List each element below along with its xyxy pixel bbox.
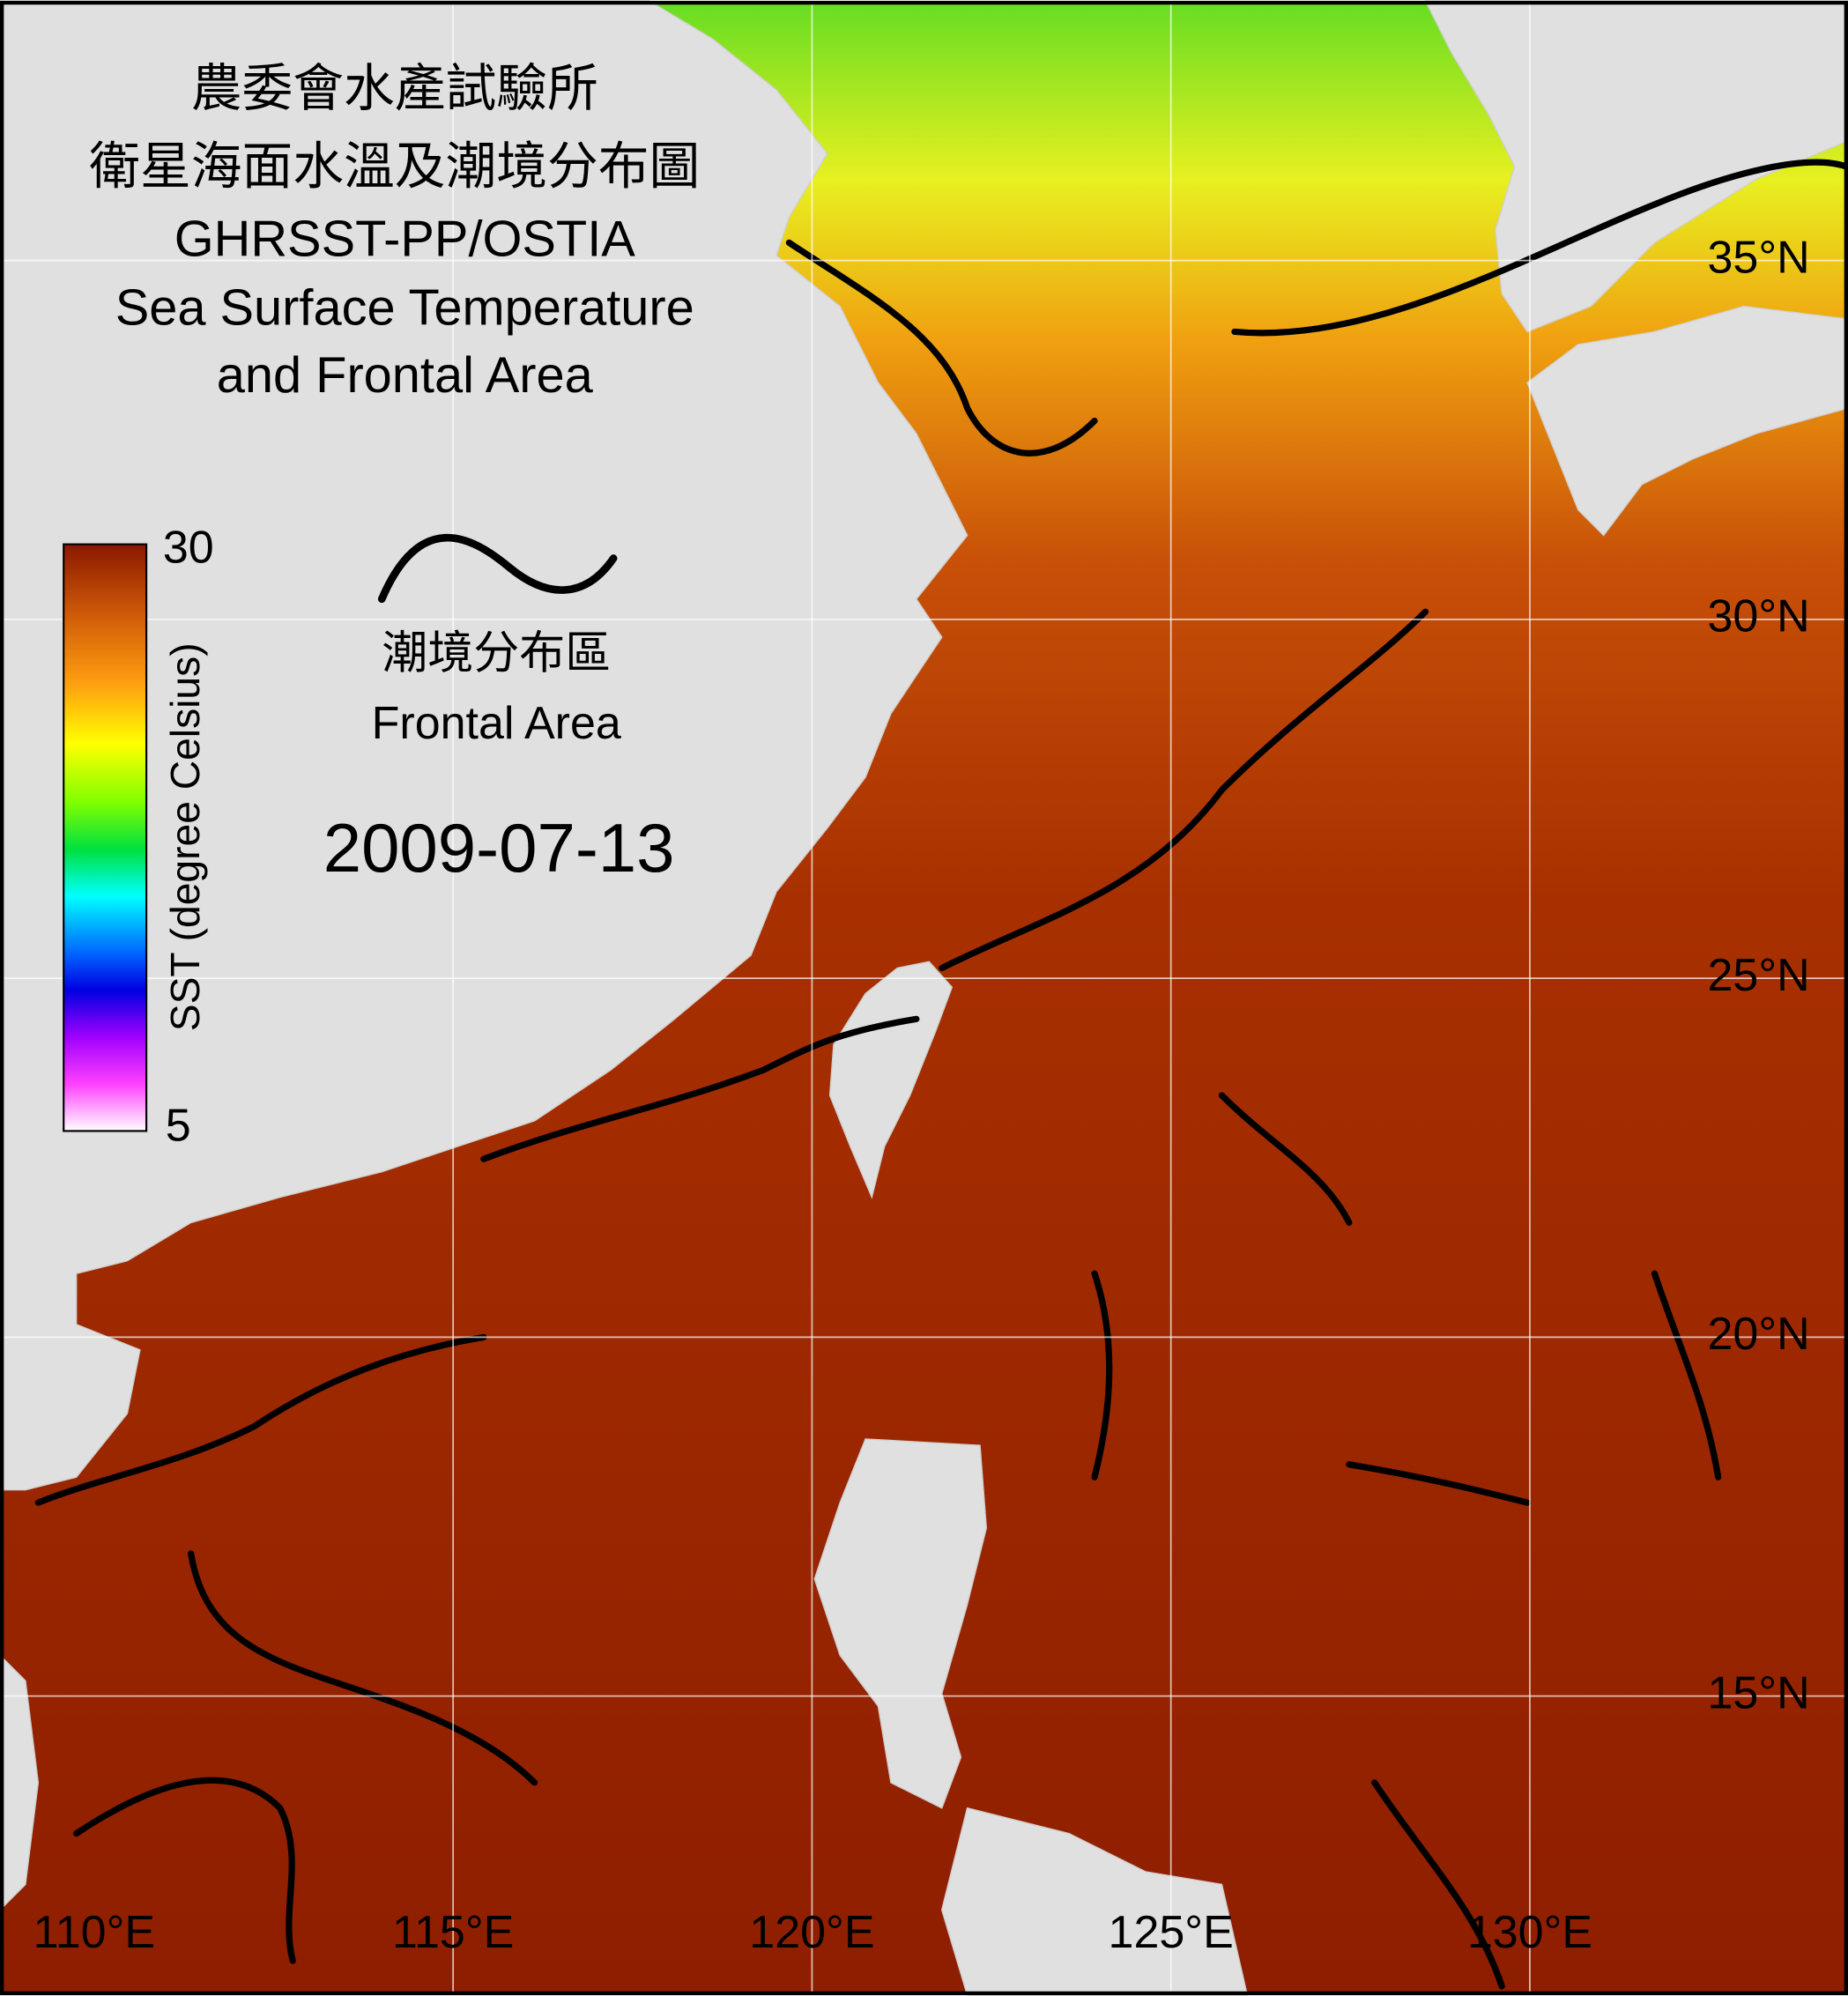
- lon-label: 130°E: [1467, 1907, 1592, 1958]
- front-line: [785, 239, 1098, 456]
- front-line: [480, 1015, 920, 1162]
- colorbar-ramp: [63, 543, 148, 1132]
- luzon-land: [813, 1438, 987, 1809]
- lat-label: 15°N: [1708, 1667, 1810, 1718]
- lon-label: 125°E: [1109, 1907, 1234, 1958]
- taiwan-land: [828, 961, 954, 1199]
- lat-label: 20°N: [1708, 1309, 1810, 1360]
- lat-label: 30°N: [1708, 591, 1810, 642]
- colorbar-label: SST (degree Celsius): [162, 642, 208, 1031]
- title-line: and Frontal Area: [217, 347, 594, 404]
- graticule-labels: 110°E 115°E 120°E 125°E 130°E 35°N 30°N 25°N 20°…: [33, 232, 1810, 1958]
- title-line: GHRSST-PP/OSTIA: [174, 211, 636, 268]
- front-line: [188, 1550, 538, 1786]
- colorbar-max: 30: [163, 523, 214, 574]
- korea-land: [1424, 0, 1848, 333]
- front-line: [1651, 1270, 1722, 1480]
- front-line: [1231, 159, 1848, 337]
- front-line: [1091, 1270, 1113, 1480]
- vietnam-land: [0, 1654, 40, 1911]
- colorbar-min: 5: [166, 1100, 191, 1151]
- legend-label-zh: 潮境分布區: [382, 627, 611, 679]
- title-line: 農委會水產試驗所: [191, 61, 598, 117]
- colorbar: 30 5 SST (degree Celsius): [63, 523, 214, 1151]
- title-line: 衛星海面水溫及潮境分布圖: [89, 138, 700, 195]
- front-line: [1346, 1461, 1531, 1506]
- front-legend: 潮境分布區 Frontal Area: [372, 533, 621, 749]
- lon-label: 120°E: [749, 1907, 874, 1958]
- fronts: [34, 159, 1848, 1990]
- japan-land: [1526, 305, 1848, 537]
- front-line: [1218, 1092, 1353, 1227]
- lon-label: 115°E: [392, 1907, 514, 1958]
- china-land: [0, 0, 969, 1491]
- front-line: [1371, 1779, 1505, 1990]
- title-line: Sea Surface Temperature: [115, 280, 694, 337]
- title-block: 農委會水產試驗所 衛星海面水溫及潮境分布圖 GHRSST-PP/OSTIA Se…: [89, 61, 700, 404]
- front-line: [73, 1777, 296, 1964]
- legend-front-symbol: [377, 533, 618, 604]
- lat-label: 25°N: [1708, 950, 1810, 1001]
- date: 2009-07-13: [323, 809, 675, 887]
- front-line: [939, 608, 1429, 972]
- legend-label-en: Frontal Area: [372, 698, 621, 749]
- lon-label: 110°E: [33, 1907, 155, 1958]
- front-line: [34, 1333, 487, 1506]
- lat-label: 35°N: [1708, 232, 1810, 283]
